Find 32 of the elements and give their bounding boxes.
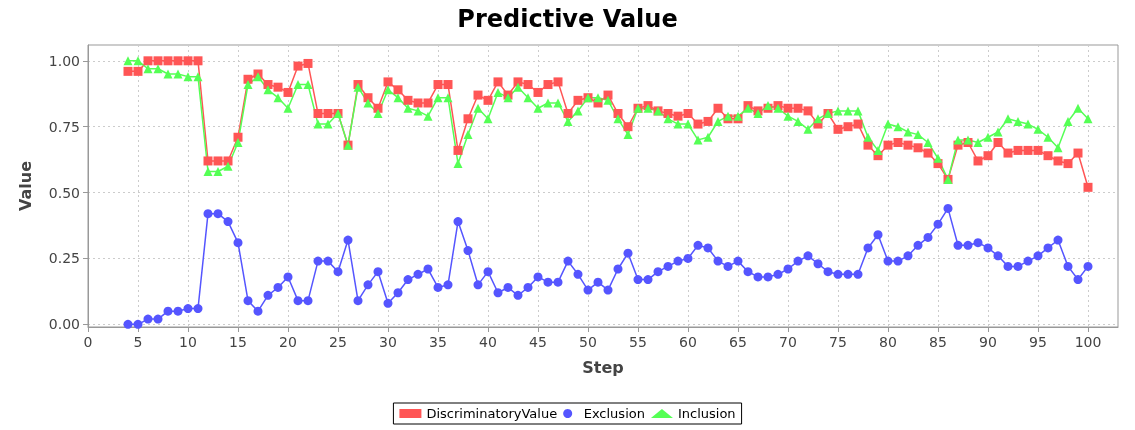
x-tick-label: 0	[83, 334, 93, 350]
x-tick-label: 55	[629, 334, 647, 350]
legend-label: Inclusion	[677, 406, 736, 421]
legend-label: DiscriminatoryValue	[426, 406, 558, 421]
x-tick-label: 20	[279, 334, 297, 350]
x-tick-label: 50	[579, 334, 597, 350]
x-tick-label: 25	[329, 334, 347, 350]
x-tick-label: 10	[179, 334, 197, 350]
x-tick-label: 85	[929, 334, 947, 350]
x-tick-label: 95	[1029, 334, 1047, 350]
legend-label: Exclusion	[583, 406, 645, 421]
x-tick-label: 45	[529, 334, 547, 350]
x-tick-label: 80	[879, 334, 897, 350]
x-tick-label: 30	[379, 334, 397, 350]
y-axis-title: Value	[15, 160, 35, 212]
x-tick-label: 5	[133, 334, 143, 350]
x-tick-label: 90	[979, 334, 997, 350]
y-tick-label: 1.00	[48, 52, 80, 69]
x-tick-label: 70	[779, 334, 797, 350]
chart-title: Predictive Value	[457, 5, 678, 33]
x-tick-label: 65	[729, 334, 747, 350]
x-tick-label: 75	[829, 334, 847, 350]
x-axis-title: Step	[582, 357, 624, 377]
x-tick-label: 15	[229, 334, 247, 350]
x-tick-label: 100	[1074, 334, 1102, 350]
y-tick-label: 0.25	[48, 250, 80, 267]
y-tick-label: 0.75	[48, 118, 80, 135]
x-tick-label: 35	[429, 334, 447, 350]
x-tick-label: 60	[679, 334, 697, 350]
y-tick-label: 0.50	[48, 184, 80, 201]
x-tick-label: 40	[479, 334, 497, 350]
y-tick-label: 0.00	[48, 316, 80, 333]
